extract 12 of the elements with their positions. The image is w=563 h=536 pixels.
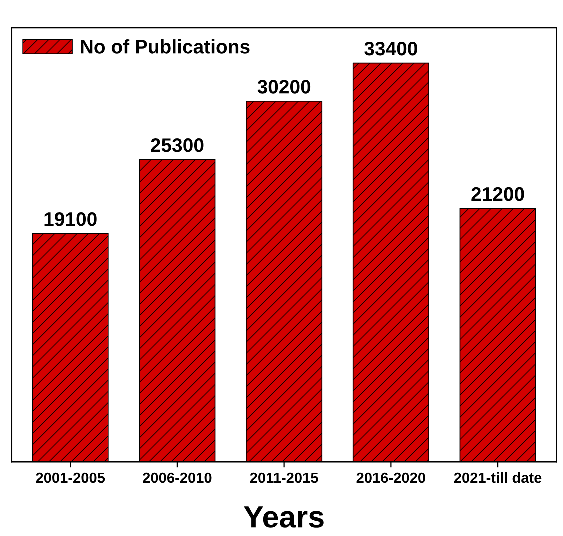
x-tick-label: 2006-2010 [143, 472, 212, 484]
x-axis-title: Years [244, 506, 324, 528]
data-label: 21200 [472, 187, 524, 202]
x-tick-label: 2001-2005 [36, 472, 106, 484]
data-label: 25300 [151, 138, 204, 152]
data-label: 30200 [258, 80, 311, 94]
data-label: 33400 [364, 42, 418, 56]
legend-label: No of Publications [81, 40, 250, 54]
x-tick-label: 2016-2020 [356, 472, 426, 484]
x-tick-label: 2021-till date [454, 472, 542, 484]
data-label: 19100 [44, 212, 97, 226]
x-tick-label: 2011-2015 [250, 472, 318, 484]
